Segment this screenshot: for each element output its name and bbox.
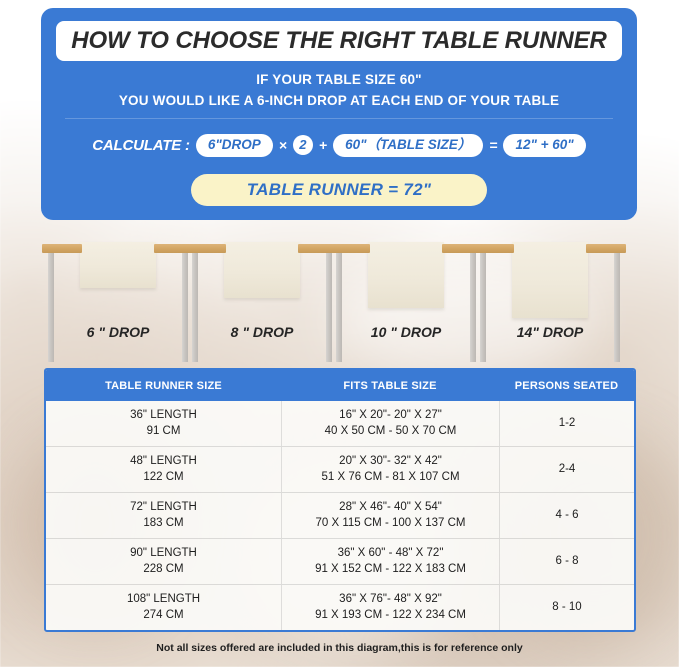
cell-runner-size-line: 274 CM <box>143 608 184 621</box>
cell-fits-table-size-line: 51 X 76 CM - 81 X 107 CM <box>321 470 460 483</box>
cell-persons-seated: 2-4 <box>499 447 634 492</box>
drop-label: 14" DROP <box>516 324 584 340</box>
cell-runner-size-line: 183 CM <box>143 516 184 529</box>
hero-panel: HOW TO CHOOSE THE RIGHT TABLE RUNNER IF … <box>41 8 637 220</box>
hero-divider <box>65 118 613 119</box>
footnote: Not all sizes offered are included in th… <box>156 642 523 654</box>
tabletop-icon <box>42 244 82 253</box>
table-row: 36" LENGTH 91 CM 16" X 20"- 20" X 27" 40 X … <box>46 401 634 446</box>
table-runner-cloth-icon <box>512 242 588 318</box>
cell-runner-size-line: 72" LENGTH <box>130 501 197 514</box>
calc-multiplier-pill: 2 <box>292 135 313 156</box>
table-row: 48" LENGTH 122 CM 20" X 30"- 32" X 42" 51 X… <box>46 446 634 492</box>
cell-persons-seated: 1-2 <box>499 401 634 446</box>
cell-fits-table-size: 16" X 20"- 20" X 27" 40 X 50 CM - 50 X 70… <box>281 401 499 446</box>
cell-runner-size: 48" LENGTH 122 CM <box>46 447 281 492</box>
calc-result-pill: 12" + 60" <box>503 134 586 157</box>
multiply-operator: × <box>278 137 287 154</box>
cell-fits-table-size-line: 16" X 20"- 20" X 27" <box>339 409 442 422</box>
drop-illustration: 6 " DROP <box>42 232 194 362</box>
table-row: 108" LENGTH 274 CM 36" X 76"- 48" X 92" 91 … <box>46 584 634 630</box>
drop-illustration: 10 " DROP <box>330 232 482 362</box>
cell-persons-seated: 6 - 8 <box>499 539 634 584</box>
calc-drop-pill: 6"DROP <box>195 134 273 157</box>
calculate-label: CALCULATE : <box>92 136 190 154</box>
cell-runner-size-line: 108" LENGTH <box>126 593 201 606</box>
cell-persons-seated-line: 6 - 8 <box>555 554 579 567</box>
cell-runner-size: 72" LENGTH 183 CM <box>46 493 281 538</box>
column-header-persons-seated: PERSONS SEATED <box>514 379 619 392</box>
column-header-runner-size: TABLE RUNNER SIZE <box>105 379 222 392</box>
hero-subtitle-line-2: YOU WOULD LIKE A 6-INCH DROP AT EACH END… <box>118 93 560 108</box>
cell-runner-size-line: 48" LENGTH <box>130 455 197 468</box>
title-box: HOW TO CHOOSE THE RIGHT TABLE RUNNER <box>56 21 622 61</box>
table-runner-cloth-icon <box>80 242 156 288</box>
table-leg-icon <box>326 251 332 362</box>
cell-persons-seated-line: 4 - 6 <box>555 508 579 521</box>
cell-runner-size-line: 90" LENGTH <box>130 547 197 560</box>
table-header-row: TABLE RUNNER SIZE FITS TABLE SIZE PERSON… <box>46 370 634 401</box>
table-leg-icon <box>480 251 486 362</box>
cell-fits-table-size-line: 40 X 50 CM - 50 X 70 CM <box>324 424 457 437</box>
cell-runner-size: 108" LENGTH 274 CM <box>46 585 281 630</box>
equals-operator: = <box>489 137 498 154</box>
cell-runner-size-line: 36" LENGTH <box>130 409 197 422</box>
table-leg-icon <box>48 251 54 362</box>
table-body: 36" LENGTH 91 CM 16" X 20"- 20" X 27" 40 X … <box>46 401 634 630</box>
tabletop-icon <box>442 244 482 253</box>
table-row: 72" LENGTH 183 CM 28" X 46"- 40" X 54" 70 X… <box>46 492 634 538</box>
tabletop-icon <box>186 244 226 253</box>
cell-runner-size: 90" LENGTH 228 CM <box>46 539 281 584</box>
cell-fits-table-size-line: 36" X 60" - 48" X 72" <box>337 547 444 560</box>
cell-runner-size-line: 228 CM <box>143 562 184 575</box>
cell-fits-table-size-line: 28" X 46"- 40" X 54" <box>339 501 442 514</box>
cell-persons-seated: 4 - 6 <box>499 493 634 538</box>
tabletop-icon <box>586 244 626 253</box>
calc-table-size-pill: 60"（TABLE SIZE） <box>333 134 484 157</box>
cell-runner-size-line: 122 CM <box>143 470 184 483</box>
table-leg-icon <box>336 251 342 362</box>
table-leg-icon <box>192 251 198 362</box>
cell-persons-seated-line: 2-4 <box>558 462 576 475</box>
cell-persons-seated-line: 8 - 10 <box>552 600 582 613</box>
table-runner-cloth-icon <box>224 242 300 298</box>
table-runner-cloth-icon <box>368 242 444 308</box>
drop-illustrations: 6 " DROP 8 " DROP 10 " DROP 14" DROP <box>0 232 679 362</box>
cell-fits-table-size-line: 20" X 30"- 32" X 42" <box>339 455 442 468</box>
table-row: 90" LENGTH 228 CM 36" X 60" - 48" X 72" 91 … <box>46 538 634 584</box>
cell-fits-table-size-line: 91 X 152 CM - 122 X 183 CM <box>315 562 466 575</box>
hero-subtitle-line-1: IF YOUR TABLE SIZE 60" <box>256 72 422 87</box>
runner-result-pill: TABLE RUNNER = 72" <box>191 174 487 206</box>
column-header-fits-table-size: FITS TABLE SIZE <box>343 379 437 392</box>
drop-label: 10 " DROP <box>370 324 442 340</box>
table-leg-icon <box>470 251 476 362</box>
drop-illustration: 14" DROP <box>474 232 626 362</box>
tabletop-icon <box>298 244 338 253</box>
size-chart-table: TABLE RUNNER SIZE FITS TABLE SIZE PERSON… <box>44 368 636 632</box>
cell-persons-seated-line: 1-2 <box>558 416 576 429</box>
cell-fits-table-size-line: 91 X 193 CM - 122 X 234 CM <box>315 608 466 621</box>
calculation-row: CALCULATE : 6"DROP × 2 + 60"（TABLE SIZE）… <box>41 134 637 157</box>
tabletop-icon <box>154 244 194 253</box>
cell-persons-seated: 8 - 10 <box>499 585 634 630</box>
drop-label: 8 " DROP <box>230 324 294 340</box>
tabletop-icon <box>474 244 514 253</box>
cell-fits-table-size: 36" X 76"- 48" X 92" 91 X 193 CM - 122 X … <box>281 585 499 630</box>
tabletop-icon <box>330 244 370 253</box>
page-title: HOW TO CHOOSE THE RIGHT TABLE RUNNER <box>71 27 607 54</box>
table-leg-icon <box>614 251 620 362</box>
runner-result-wrap: TABLE RUNNER = 72" <box>41 174 637 206</box>
drop-illustration: 8 " DROP <box>186 232 338 362</box>
cell-runner-size: 36" LENGTH 91 CM <box>46 401 281 446</box>
cell-fits-table-size: 36" X 60" - 48" X 72" 91 X 152 CM - 122 X… <box>281 539 499 584</box>
cell-fits-table-size-line: 70 X 115 CM - 100 X 137 CM <box>315 516 466 529</box>
cell-fits-table-size: 20" X 30"- 32" X 42" 51 X 76 CM - 81 X 10… <box>281 447 499 492</box>
drop-label: 6 " DROP <box>86 324 150 340</box>
plus-operator: + <box>318 137 328 154</box>
cell-runner-size-line: 91 CM <box>146 424 181 437</box>
cell-fits-table-size-line: 36" X 76"- 48" X 92" <box>339 593 442 606</box>
table-leg-icon <box>182 251 188 362</box>
cell-fits-table-size: 28" X 46"- 40" X 54" 70 X 115 CM - 100 X … <box>281 493 499 538</box>
